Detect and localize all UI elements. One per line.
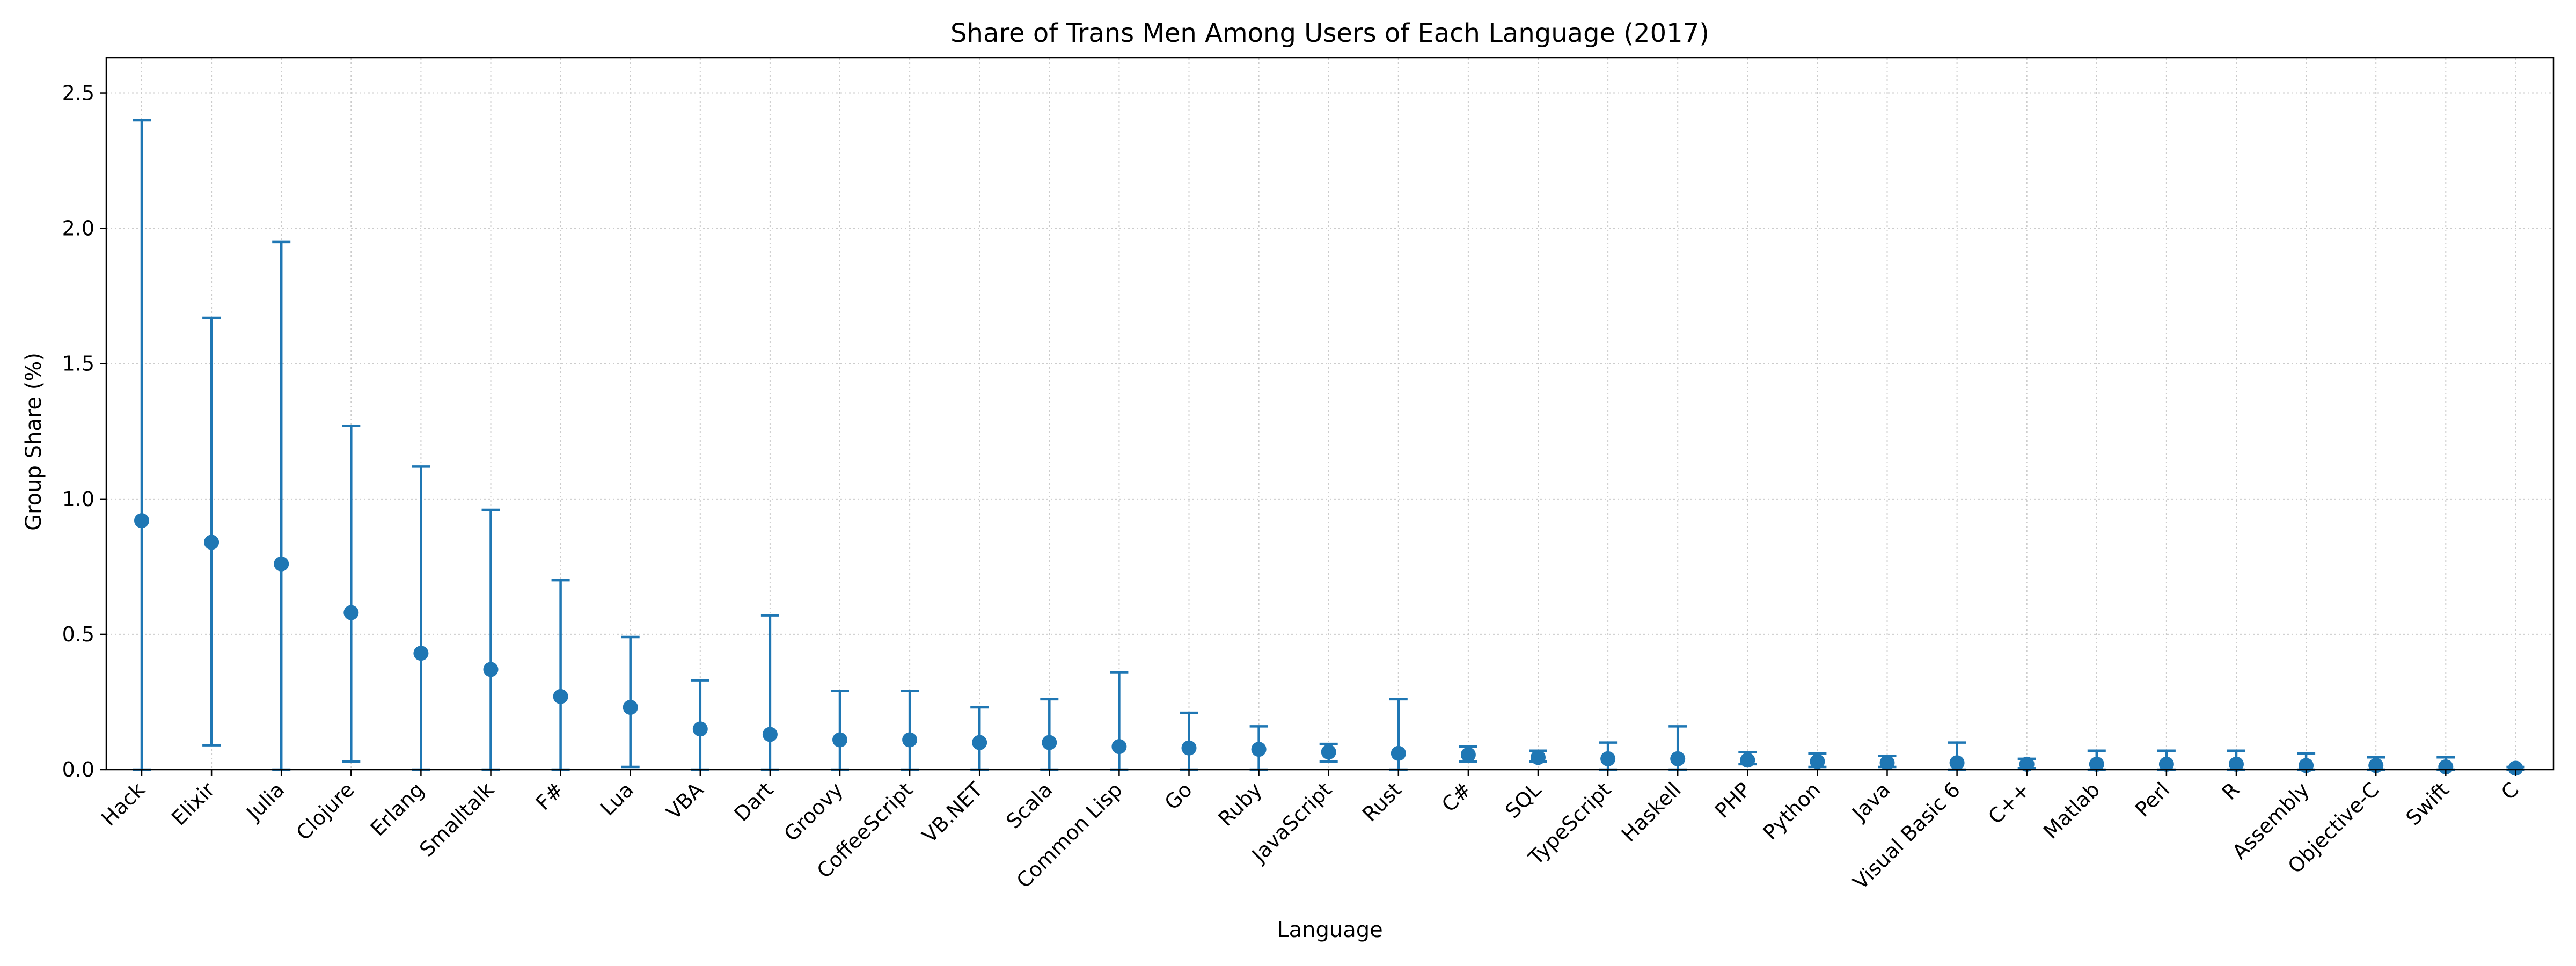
x-tick-label: Ruby	[1213, 778, 1267, 831]
data-point	[2089, 756, 2104, 772]
data-point	[274, 556, 289, 572]
data-point	[2158, 756, 2174, 772]
data-point	[2508, 760, 2523, 776]
x-tick-label: Java	[1847, 778, 1895, 825]
data-point	[692, 721, 708, 737]
data-point	[343, 605, 359, 620]
data-point	[1181, 740, 1197, 756]
x-tick-label: C++	[1984, 778, 2035, 829]
x-tick-label: Matlab	[2039, 778, 2104, 843]
chart-title: Share of Trans Men Among Users of Each L…	[950, 18, 1709, 48]
data-point	[762, 727, 778, 742]
x-tick-label: Dart	[729, 778, 778, 826]
x-tick-label: VBA	[662, 778, 708, 824]
data-point	[1879, 755, 1895, 771]
x-tick-label: Julia	[241, 778, 289, 825]
data-point	[1740, 752, 1755, 768]
x-tick-label: Erlang	[366, 778, 429, 840]
x-tick-label: Hack	[97, 778, 149, 830]
x-tick-label: Perl	[2131, 778, 2174, 821]
y-tick-label: 1.0	[62, 487, 94, 511]
data-point	[1321, 744, 1336, 760]
x-tick-label: Python	[1759, 778, 1825, 844]
y-tick-label: 0.0	[62, 758, 94, 781]
y-axis-label: Group Share (%)	[21, 353, 46, 531]
data-point	[2019, 756, 2035, 772]
x-tick-label: Haskell	[1617, 778, 1686, 846]
x-axis-label: Language	[1277, 918, 1382, 942]
data-point	[553, 689, 568, 704]
x-tick-label: Rust	[1358, 778, 1406, 826]
data-point	[1251, 742, 1267, 757]
data-point	[1111, 739, 1127, 755]
y-tick-label: 2.5	[62, 82, 94, 105]
data-point	[623, 700, 638, 715]
y-tick-label: 0.5	[62, 623, 94, 646]
data-point	[902, 732, 918, 748]
data-point	[2438, 759, 2454, 774]
data-point	[1810, 753, 1825, 769]
y-tick-label: 2.0	[62, 217, 94, 240]
x-tick-label: F#	[531, 778, 568, 815]
x-tick-label: R	[2218, 778, 2244, 804]
x-tick-label: Clojure	[291, 778, 358, 845]
x-tick-label: Swift	[2402, 778, 2454, 830]
x-tick-label: Scala	[1001, 778, 1057, 833]
data-point	[972, 735, 987, 750]
x-tick-label: Lua	[596, 778, 638, 820]
x-tick-label: SQL	[1501, 778, 1546, 823]
x-tick-label: Smalltalk	[415, 778, 499, 861]
data-point	[1042, 735, 1057, 750]
x-tick-label: Groovy	[779, 778, 847, 846]
plot-area-frame	[105, 57, 2555, 771]
y-tick-label: 1.5	[62, 352, 94, 376]
data-point	[2229, 756, 2244, 772]
x-tick-label: C	[2497, 778, 2523, 804]
data-point	[1531, 750, 1546, 765]
data-point	[1600, 751, 1616, 766]
data-point	[832, 732, 847, 748]
data-point	[413, 646, 429, 661]
x-tick-label: Go	[1160, 778, 1196, 814]
data-point	[204, 535, 219, 550]
data-point	[134, 513, 149, 529]
data-point	[483, 662, 499, 677]
x-tick-label: VB.NET	[918, 778, 988, 848]
x-tick-label: PHP	[1710, 778, 1755, 823]
grid	[106, 58, 2553, 770]
data-point	[1949, 755, 1965, 771]
data-point	[1460, 747, 1476, 763]
data-point	[1670, 751, 1686, 766]
x-tick-label: C#	[1437, 778, 1476, 816]
y-axis-ticks: 0.0 0.5 1.0 1.5 2.0 2.5	[62, 82, 106, 781]
x-tick-label: Elixir	[167, 778, 219, 830]
data-point	[1391, 745, 1406, 761]
